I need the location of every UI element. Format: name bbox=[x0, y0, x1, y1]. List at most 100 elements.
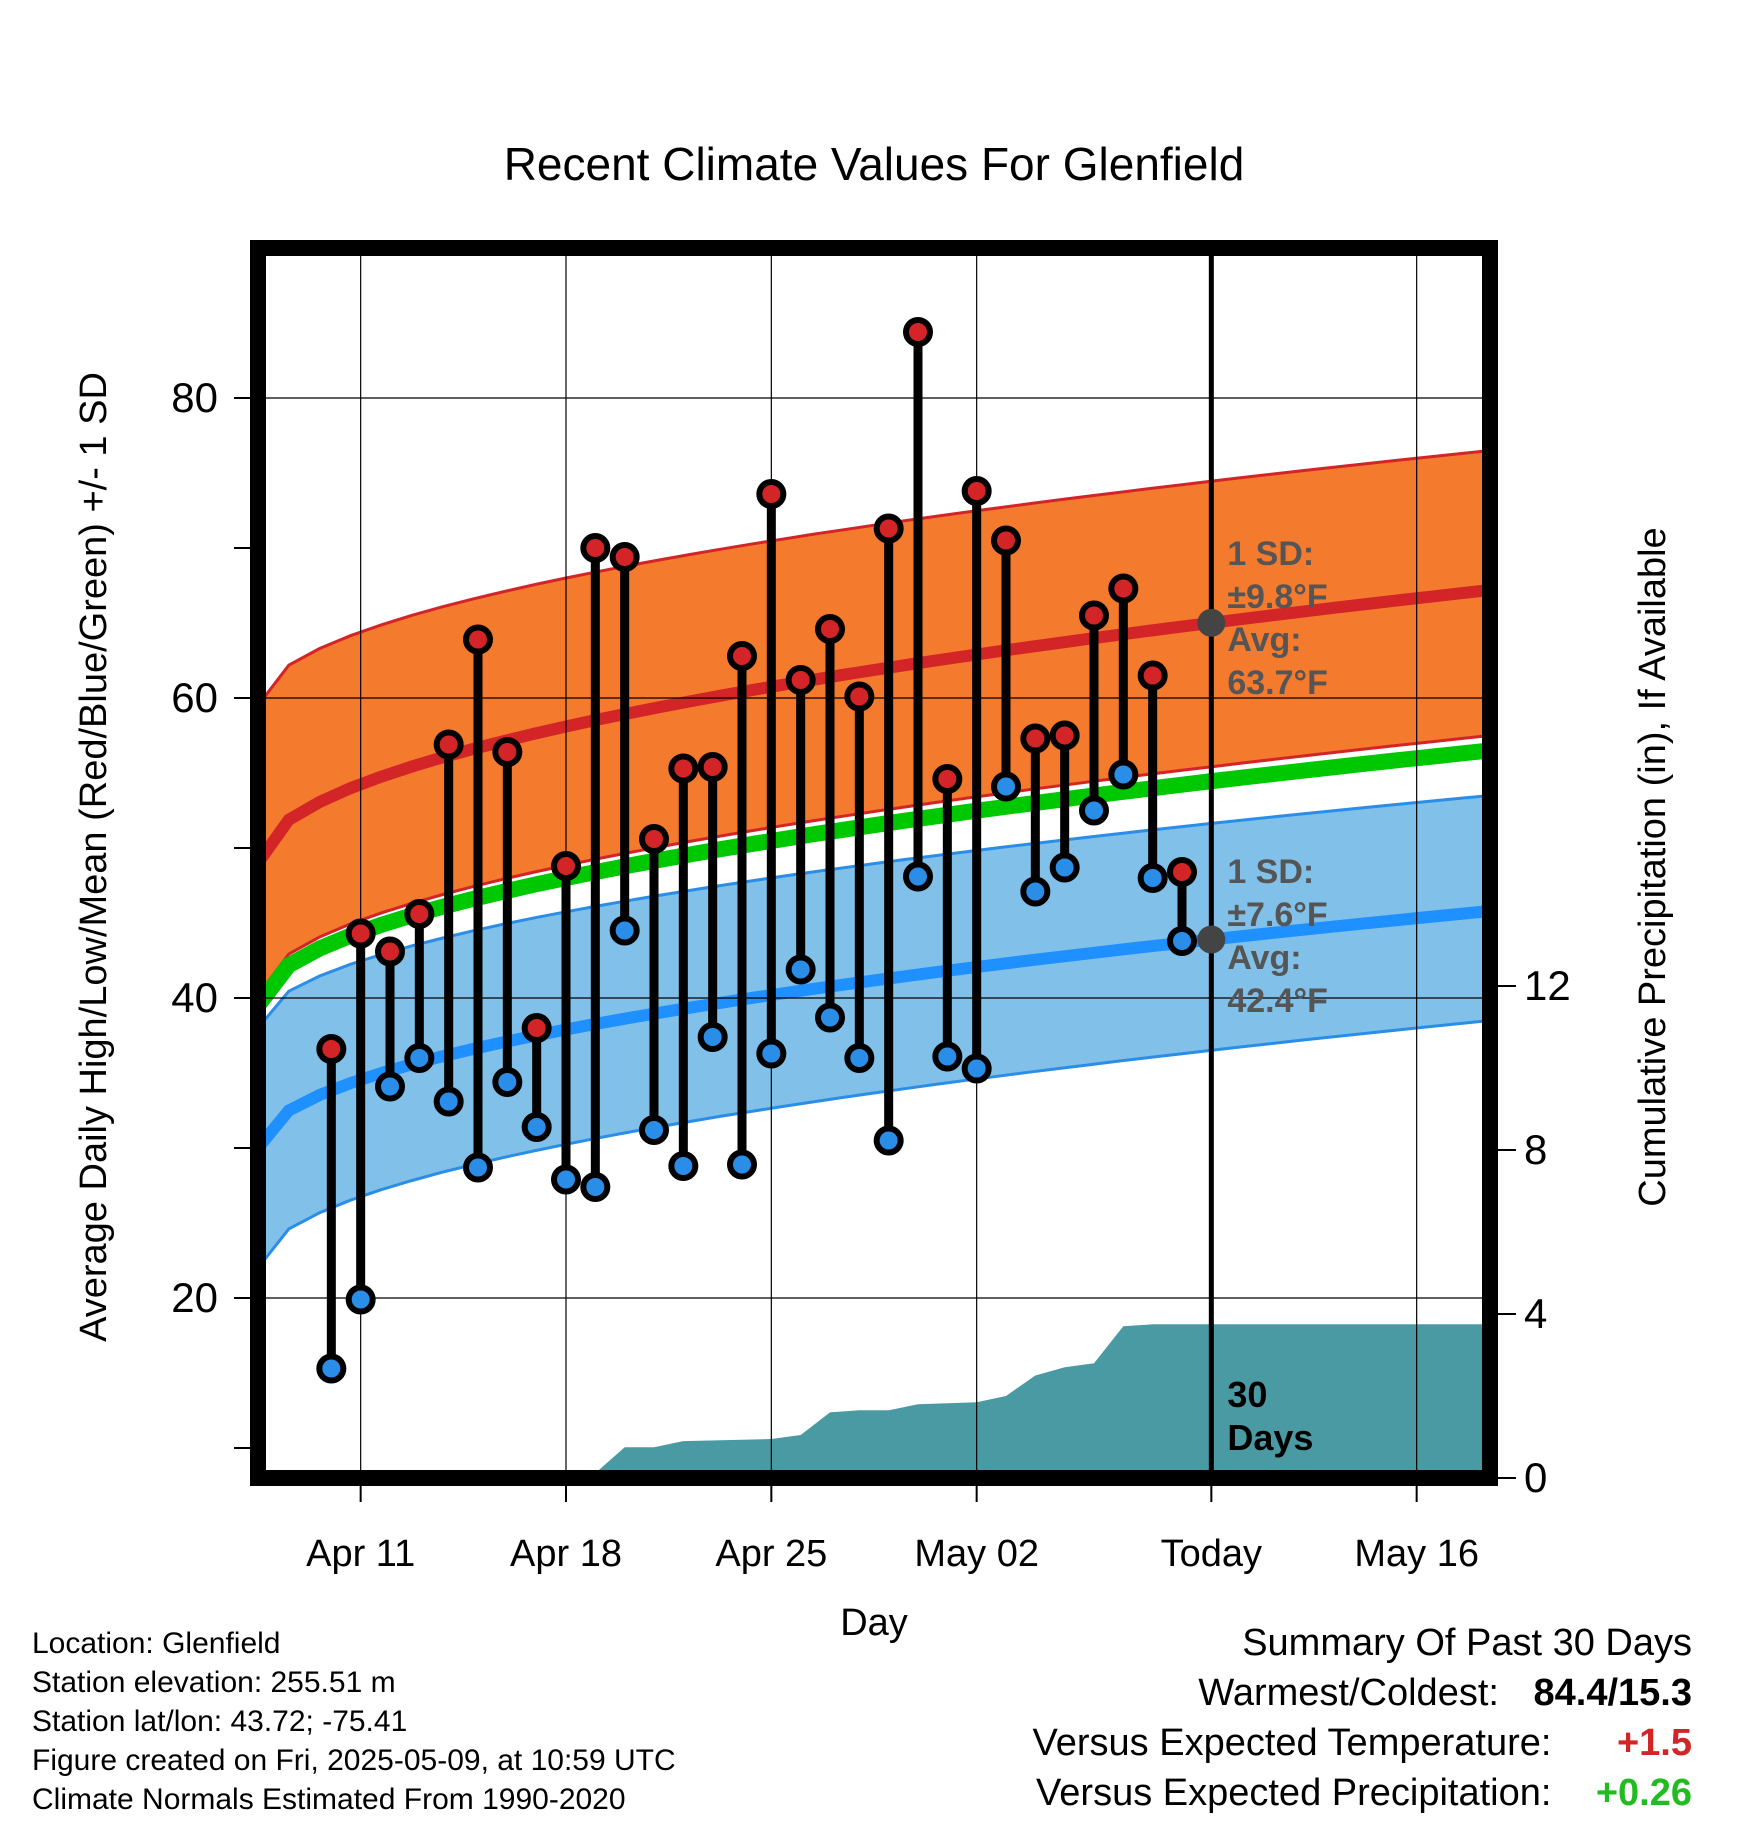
location-text: Location: Glenfield bbox=[32, 1627, 281, 1660]
daily-high-point bbox=[609, 542, 640, 572]
y-axis-label: Average Daily High/Low/Mean (Red/Blue/Gr… bbox=[73, 372, 115, 1342]
daily-high-point bbox=[551, 851, 581, 881]
daily-high-point bbox=[785, 665, 816, 695]
y-tick-label: 60 bbox=[171, 674, 218, 721]
high-sd-value: ±9.8°F bbox=[1227, 578, 1327, 616]
precip-value: +0.26 bbox=[1595, 1772, 1692, 1814]
low-upper-edge bbox=[258, 794, 1490, 1029]
days-unit-label: Days bbox=[1227, 1417, 1313, 1458]
daily-low-point bbox=[433, 1086, 464, 1117]
y2-tick-label: 12 bbox=[1524, 962, 1571, 1009]
daily-low-point bbox=[1137, 863, 1168, 893]
x-tick-label: Apr 11 bbox=[306, 1533, 415, 1575]
daily-high-point bbox=[815, 614, 845, 644]
daily-high-point bbox=[844, 681, 875, 712]
daily-low-point bbox=[1079, 795, 1109, 826]
daily-low-point bbox=[463, 1152, 493, 1183]
high-avg-value: 63.7°F bbox=[1227, 664, 1328, 702]
daily-low-point bbox=[316, 1353, 347, 1384]
daily-low-point bbox=[1020, 876, 1051, 907]
y2-tick-label: 4 bbox=[1524, 1290, 1547, 1337]
high-lower-edge bbox=[258, 734, 1490, 996]
high-sd-label: 1 SD: bbox=[1227, 535, 1314, 573]
high-avg-label: Avg: bbox=[1227, 621, 1301, 659]
daily-low-point bbox=[1167, 926, 1197, 956]
low-avg-label: Avg: bbox=[1227, 939, 1301, 977]
low-sd-value: ±7.6°F bbox=[1227, 896, 1327, 934]
plot-area bbox=[258, 248, 1490, 1478]
daily-low-point bbox=[375, 1071, 405, 1102]
daily-high-point bbox=[1049, 720, 1080, 751]
y2-tick-label: 8 bbox=[1524, 1126, 1547, 1173]
summary-title: Summary Of Past 30 Days bbox=[1242, 1622, 1692, 1664]
mean-avg-line bbox=[258, 742, 1490, 1011]
y-tick-label: 80 bbox=[171, 374, 218, 421]
daily-high-point bbox=[932, 764, 963, 794]
daily-low-point bbox=[873, 1125, 904, 1156]
precip-label: Versus Expected Precipitation: bbox=[1036, 1772, 1552, 1814]
precip-row: Versus Expected Precipitation: +0.26 bbox=[1033, 1768, 1692, 1818]
chart-title: Recent Climate Values For Glenfield bbox=[504, 138, 1245, 190]
daily-low-point bbox=[580, 1172, 611, 1202]
daily-low-point bbox=[521, 1112, 552, 1142]
daily-high-point bbox=[463, 624, 493, 655]
low-avg-value: 42.4°F bbox=[1227, 982, 1328, 1020]
daily-low-point bbox=[1108, 759, 1139, 790]
daily-high-point bbox=[639, 824, 669, 854]
high-upper-edge bbox=[258, 449, 1490, 707]
daily-high-point bbox=[1020, 723, 1051, 754]
daily-low-point bbox=[345, 1284, 376, 1315]
days-count-label: 30 bbox=[1227, 1374, 1267, 1415]
daily-high-point bbox=[1079, 600, 1109, 631]
daily-low-point bbox=[932, 1041, 963, 1072]
created-text: Figure created on Fri, 2025-05-09, at 10… bbox=[32, 1744, 676, 1777]
daily-high-point bbox=[345, 918, 376, 949]
daily-low-point bbox=[785, 954, 816, 985]
normals-text: Climate Normals Estimated From 1990-2020 bbox=[32, 1783, 626, 1816]
daily-high-point bbox=[492, 737, 523, 767]
temp-value: +1.5 bbox=[1616, 1722, 1692, 1764]
latlon-text: Station lat/lon: 43.72; -75.41 bbox=[32, 1705, 408, 1738]
warm-cold-row: Warmest/Coldest: 84.4/15.3 bbox=[1033, 1668, 1692, 1718]
station-info: Location: Glenfield Station elevation: 2… bbox=[32, 1624, 676, 1819]
daily-low-point bbox=[492, 1067, 523, 1097]
elevation-text: Station elevation: 255.51 m bbox=[32, 1666, 396, 1699]
daily-low-point bbox=[903, 861, 933, 892]
y-tick-label: 20 bbox=[171, 1274, 218, 1321]
daily-high-point bbox=[1137, 660, 1168, 691]
daily-low-point bbox=[756, 1038, 787, 1069]
high-avg-line bbox=[258, 584, 1490, 867]
daily-high-point bbox=[903, 317, 933, 347]
daily-low-point bbox=[609, 915, 640, 946]
daily-high-point bbox=[1108, 573, 1139, 604]
daily-low-point bbox=[639, 1115, 669, 1145]
warm-cold-value: 84.4/15.3 bbox=[1533, 1672, 1692, 1714]
daily-low-point bbox=[844, 1043, 875, 1073]
today-high-avg-marker bbox=[1197, 608, 1226, 637]
x-tick-label: May 02 bbox=[914, 1533, 1039, 1575]
daily-low-point bbox=[697, 1022, 728, 1052]
x-tick-label: Today bbox=[1161, 1533, 1262, 1575]
today-low-avg-marker bbox=[1197, 925, 1226, 954]
y2-tick-label: 0 bbox=[1524, 1454, 1547, 1501]
y2-axis-label: Cumulative Precipitation (in), If Availa… bbox=[1632, 527, 1674, 1206]
x-tick-label: Apr 25 bbox=[715, 1533, 827, 1575]
x-tick-label: Apr 18 bbox=[510, 1533, 622, 1575]
daily-low-point bbox=[815, 1002, 845, 1033]
low-avg-line bbox=[258, 905, 1490, 1152]
daily-high-point bbox=[1167, 857, 1197, 887]
daily-high-point bbox=[991, 525, 1021, 556]
daily-high-point bbox=[668, 753, 699, 784]
x-axis-label: Day bbox=[840, 1602, 908, 1644]
daily-high-point bbox=[961, 476, 992, 506]
daily-high-point bbox=[580, 533, 611, 563]
daily-high-point bbox=[873, 513, 904, 544]
daily-high-point bbox=[375, 936, 405, 967]
temp-label: Versus Expected Temperature: bbox=[1032, 1722, 1552, 1764]
daily-high-point bbox=[433, 729, 464, 760]
plot-frame bbox=[250, 240, 1498, 1486]
daily-high-point bbox=[316, 1034, 347, 1064]
daily-low-point bbox=[668, 1151, 699, 1181]
daily-high-point bbox=[521, 1013, 552, 1043]
